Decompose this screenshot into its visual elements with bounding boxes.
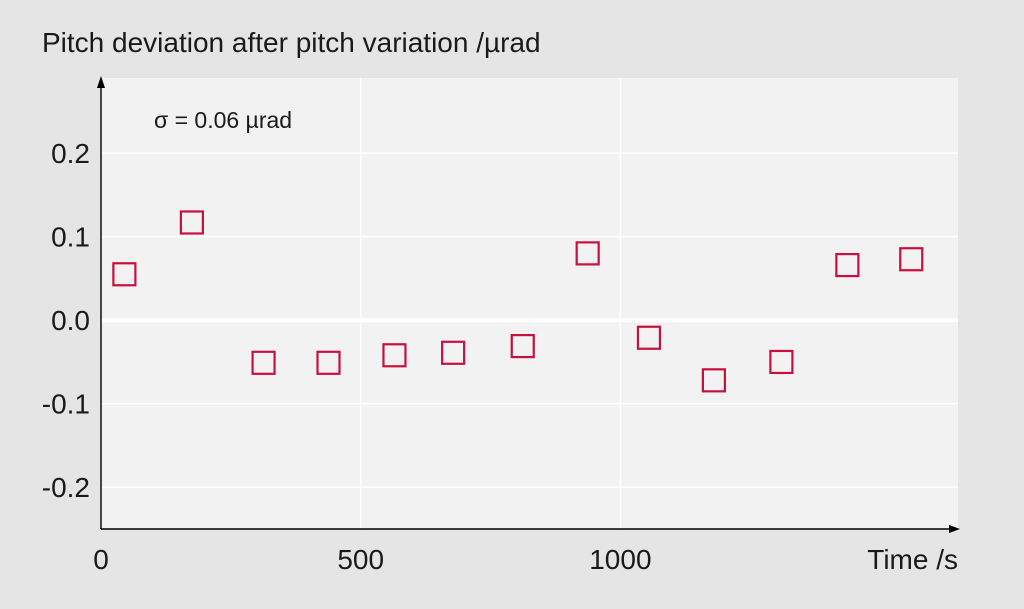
data-point <box>636 325 662 350</box>
data-point <box>316 350 341 375</box>
y-tick-label: 0.1 <box>51 222 90 253</box>
x-tick-label: 0 <box>93 544 109 575</box>
y-tick-label: -0.1 <box>42 389 90 420</box>
y-tick-label: -0.2 <box>42 472 90 503</box>
data-point <box>835 252 860 278</box>
chart-title: Pitch deviation after pitch variation /µ… <box>42 27 541 58</box>
data-point <box>441 340 466 365</box>
data-point <box>701 368 726 393</box>
data-point <box>251 350 276 375</box>
data-point <box>179 210 204 235</box>
y-axis-arrow <box>97 76 105 88</box>
data-point <box>769 349 794 375</box>
x-axis-arrow <box>949 525 960 533</box>
data-point <box>899 247 924 272</box>
plot-area <box>101 78 958 529</box>
data-point <box>112 262 137 287</box>
x-tick-label: 500 <box>337 544 384 575</box>
x-tick-labels: 0 500 1000 <box>93 544 651 575</box>
data-point <box>382 343 407 368</box>
y-tick-label: 0.0 <box>51 305 90 336</box>
y-tick-label: 0.2 <box>51 138 90 169</box>
sigma-annotation: σ = 0.06 µrad <box>154 107 292 133</box>
grid-lines <box>101 78 958 529</box>
data-point <box>575 241 600 266</box>
x-axis-label: Time /s <box>867 544 958 575</box>
data-points <box>112 210 924 393</box>
y-tick-labels: 0.2 0.1 0.0 -0.1 -0.2 <box>42 138 90 503</box>
data-point <box>510 333 535 359</box>
x-tick-label: 1000 <box>589 544 651 575</box>
